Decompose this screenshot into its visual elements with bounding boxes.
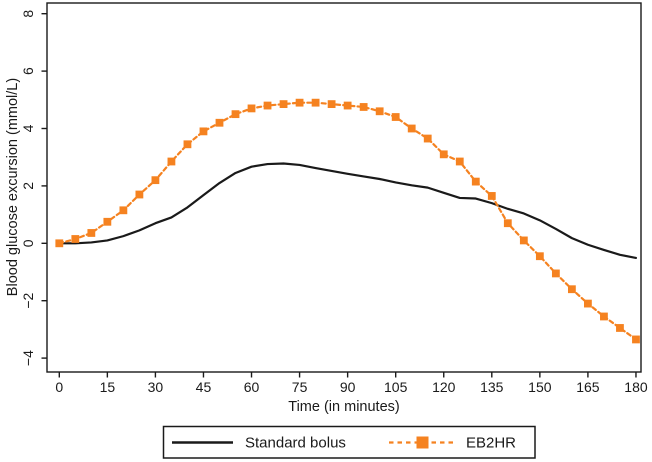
x-tick-label: 0 xyxy=(55,379,63,395)
data-point-marker xyxy=(632,335,640,344)
y-axis-title: Blood glucose excursion (mmol/L) xyxy=(5,78,21,296)
plot-frame xyxy=(46,2,642,373)
data-point-marker xyxy=(407,124,416,133)
data-point-marker xyxy=(616,324,624,332)
data-point-marker xyxy=(551,269,560,278)
data-point-marker xyxy=(423,134,432,143)
x-tick-label: 120 xyxy=(432,379,456,395)
data-point-marker xyxy=(151,176,160,185)
y-tick-label: 6 xyxy=(20,67,36,75)
data-point-marker xyxy=(167,157,176,166)
data-point-marker xyxy=(567,285,576,294)
x-tick-label: 90 xyxy=(340,379,356,395)
x-tick-label: 150 xyxy=(528,379,552,395)
data-point-marker xyxy=(87,229,96,237)
series-line-standard-bolus xyxy=(58,162,638,260)
data-point-marker xyxy=(471,177,480,186)
x-tick-label: 165 xyxy=(576,379,600,395)
legend-label-standard-bolus: Standard bolus xyxy=(245,435,346,452)
data-point-marker xyxy=(183,140,192,149)
data-point-marker xyxy=(600,312,608,321)
data-point-marker xyxy=(199,127,208,136)
data-point-marker xyxy=(55,239,64,248)
data-point-marker xyxy=(119,206,128,215)
data-point-marker xyxy=(135,190,144,199)
x-tick-label: 60 xyxy=(244,379,260,395)
data-point-marker xyxy=(584,299,592,308)
data-point-marker xyxy=(391,113,400,121)
data-point-marker xyxy=(327,100,336,109)
y-tick-label: −2 xyxy=(20,293,36,309)
series-line-eb2hr xyxy=(58,101,638,341)
data-point-marker xyxy=(487,192,496,200)
x-axis-title: Time (in minutes) xyxy=(288,399,399,415)
legend: Standard bolus EB2HR xyxy=(162,425,536,459)
data-point-marker xyxy=(439,150,448,159)
x-tick-label: 135 xyxy=(480,379,504,395)
x-tick-label: 180 xyxy=(624,379,648,395)
series-layer xyxy=(55,98,640,344)
x-tick-label: 15 xyxy=(100,379,116,395)
y-tick-label: 0 xyxy=(20,239,36,247)
x-tick-label: 75 xyxy=(292,379,308,395)
legend-label-eb2hr: EB2HR xyxy=(466,435,516,452)
data-point-marker xyxy=(247,104,256,113)
data-point-marker xyxy=(535,252,544,261)
x-axis-ticks: 0 15 30 45 60 75 90 105 120 135 150 165 180 xyxy=(55,372,648,395)
data-point-marker xyxy=(215,118,224,127)
data-point-marker xyxy=(455,157,464,166)
data-point-marker xyxy=(519,236,528,245)
y-tick-label: 4 xyxy=(20,124,36,132)
data-point-marker xyxy=(263,101,272,110)
x-tick-label: 45 xyxy=(196,379,212,395)
x-tick-label: 30 xyxy=(148,379,164,395)
data-point-marker xyxy=(71,235,80,243)
data-point-marker xyxy=(503,219,512,228)
y-tick-label: −4 xyxy=(20,350,36,366)
data-point-marker xyxy=(295,98,304,107)
y-tick-label: 2 xyxy=(20,182,36,190)
y-axis-ticks: 8 6 4 2 0 −2 −4 xyxy=(20,10,47,366)
data-point-marker xyxy=(279,100,288,109)
series-markers-eb2hr xyxy=(55,98,640,344)
data-point-marker xyxy=(103,217,112,226)
data-point-marker xyxy=(359,103,368,111)
y-tick-label: 8 xyxy=(20,10,36,18)
data-point-marker xyxy=(231,110,240,119)
x-tick-label: 105 xyxy=(384,379,408,395)
data-point-marker xyxy=(343,101,352,110)
data-point-marker xyxy=(375,107,384,116)
legend-swatch-eb2hr-marker xyxy=(416,436,429,449)
data-point-marker xyxy=(311,98,320,107)
